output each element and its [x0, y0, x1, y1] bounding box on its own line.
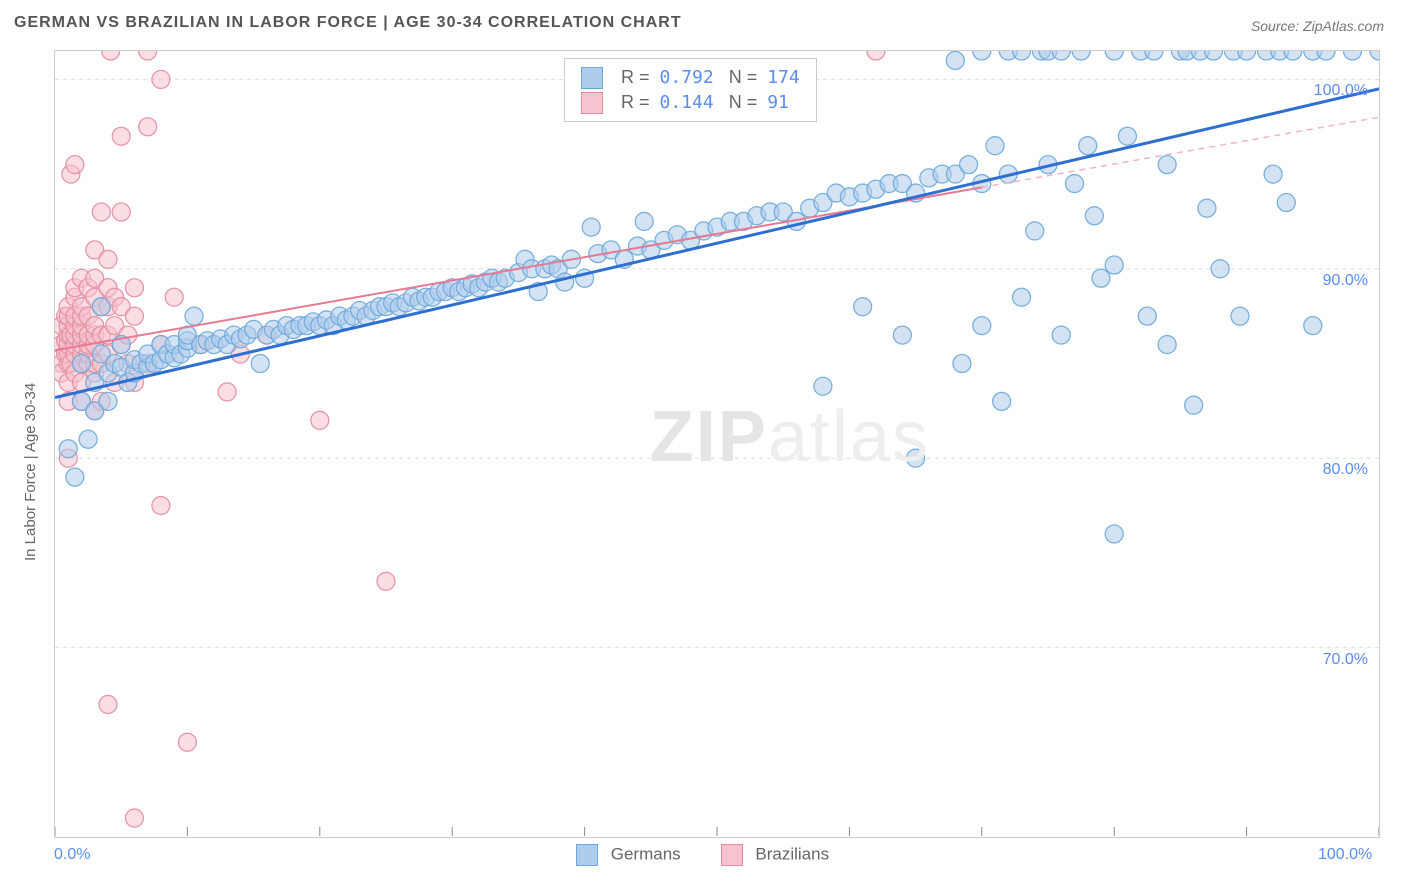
- x-tick-label: 0.0%: [54, 846, 90, 864]
- bottom-legend: Germans Brazilians: [576, 844, 829, 866]
- stats-n-germans: 174: [767, 65, 800, 90]
- stats-r-germans: 0.792: [660, 65, 714, 90]
- legend-item-germans: Germans: [576, 844, 681, 866]
- stats-row-germans: R = 0.792 N = 174: [581, 65, 800, 90]
- stats-n-label: N =: [724, 65, 758, 90]
- x-tick-label: 100.0%: [1318, 846, 1372, 864]
- swatch-germans-icon: [576, 844, 598, 866]
- swatch-germans: [581, 67, 603, 89]
- chart-title: GERMAN VS BRAZILIAN IN LABOR FORCE | AGE…: [14, 14, 682, 32]
- y-tick-label: 70.0%: [1298, 651, 1368, 669]
- scatter-plot: [54, 50, 1380, 838]
- swatch-brazilians-icon: [721, 844, 743, 866]
- stats-legend-box: R = 0.792 N = 174 R = 0.144 N = 91: [564, 58, 817, 122]
- stats-r-label: R =: [621, 90, 650, 115]
- stats-n-brazilians: 91: [767, 90, 789, 115]
- source-label: Source: ZipAtlas.com: [1251, 18, 1384, 34]
- stats-r-label: R =: [621, 65, 650, 90]
- stats-row-brazilians: R = 0.144 N = 91: [581, 90, 800, 115]
- y-axis-label: In Labor Force | Age 30-34: [22, 383, 39, 561]
- legend-label-germans: Germans: [611, 844, 681, 863]
- y-tick-label: 100.0%: [1298, 82, 1368, 100]
- y-tick-label: 80.0%: [1298, 461, 1368, 479]
- stats-r-brazilians: 0.144: [660, 90, 714, 115]
- y-tick-label: 90.0%: [1298, 272, 1368, 290]
- stats-n-label: N =: [724, 90, 758, 115]
- legend-label-brazilians: Brazilians: [755, 844, 829, 863]
- legend-item-brazilians: Brazilians: [721, 844, 829, 866]
- swatch-brazilians: [581, 92, 603, 114]
